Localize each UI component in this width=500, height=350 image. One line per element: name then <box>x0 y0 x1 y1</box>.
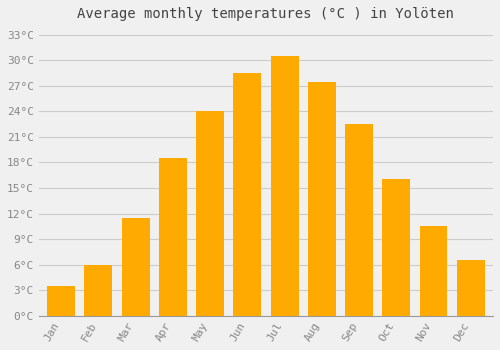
Bar <box>457 260 484 316</box>
Bar <box>420 226 448 316</box>
Bar <box>47 286 75 316</box>
Bar <box>345 124 373 316</box>
Bar <box>308 82 336 316</box>
Bar <box>122 218 150 316</box>
Bar <box>84 265 112 316</box>
Bar <box>234 73 262 316</box>
Bar <box>270 56 298 316</box>
Bar <box>196 111 224 316</box>
Title: Average monthly temperatures (°C ) in Yolöten: Average monthly temperatures (°C ) in Yo… <box>78 7 454 21</box>
Bar <box>159 158 187 316</box>
Bar <box>382 180 410 316</box>
